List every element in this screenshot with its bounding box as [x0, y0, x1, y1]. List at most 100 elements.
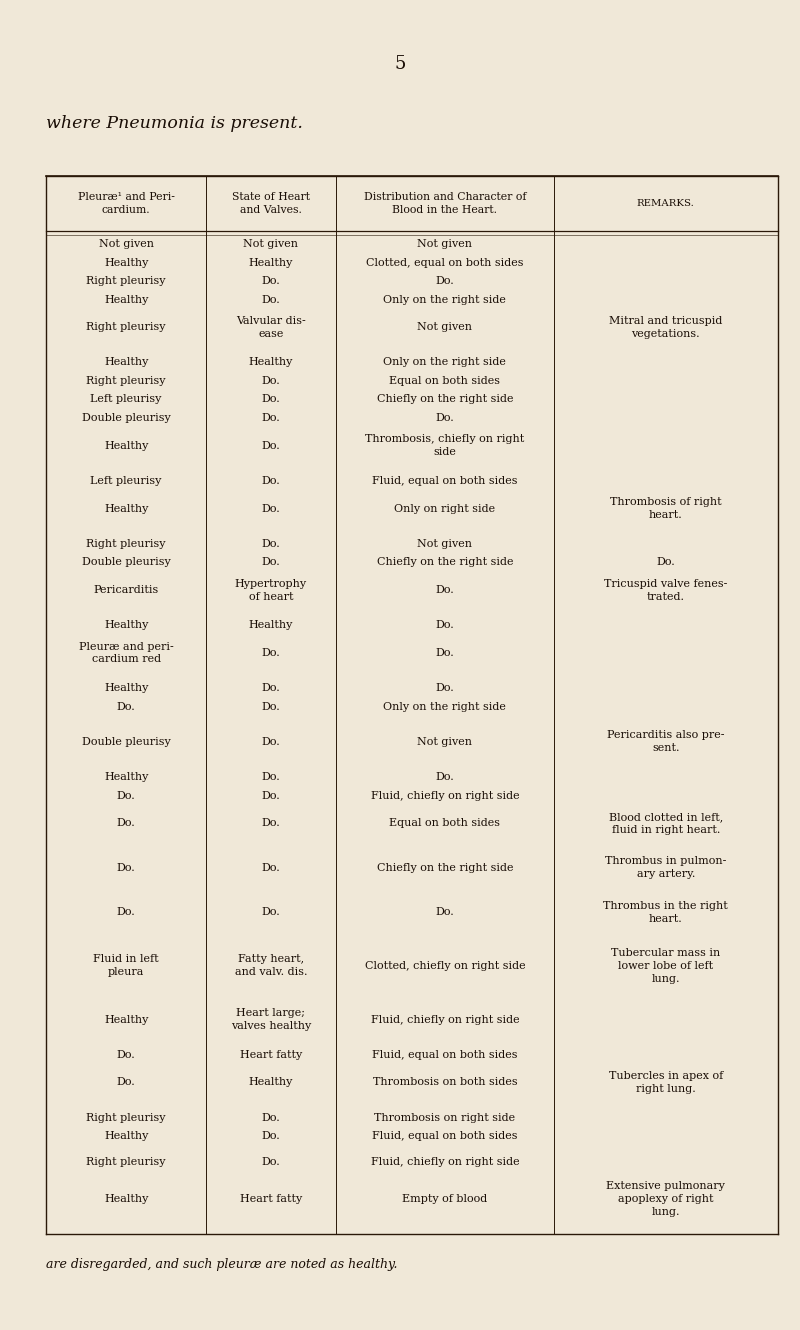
Text: Do.: Do. [262, 294, 280, 305]
Text: Do.: Do. [262, 1130, 280, 1141]
Text: Do.: Do. [435, 648, 454, 658]
Text: Do.: Do. [435, 684, 454, 693]
Text: Fluid, chiefly on right side: Fluid, chiefly on right side [370, 1015, 519, 1024]
Text: Right pleurisy: Right pleurisy [86, 1157, 166, 1166]
Text: Do.: Do. [262, 818, 280, 829]
Text: Do.: Do. [435, 414, 454, 423]
Text: Not given: Not given [418, 737, 473, 747]
Text: Do.: Do. [262, 376, 280, 386]
Text: Only on the right side: Only on the right side [383, 358, 506, 367]
Text: Do.: Do. [262, 414, 280, 423]
Text: Not given: Not given [418, 539, 473, 549]
Text: State of Heart
and Valves.: State of Heart and Valves. [232, 192, 310, 215]
Text: Healthy: Healthy [249, 1077, 293, 1088]
Text: Pleuræ¹ and Peri-
cardium.: Pleuræ¹ and Peri- cardium. [78, 192, 174, 215]
Text: Right pleurisy: Right pleurisy [86, 376, 166, 386]
Text: Do.: Do. [435, 585, 454, 595]
Text: Do.: Do. [262, 863, 280, 872]
Text: Healthy: Healthy [104, 771, 148, 782]
Text: Do.: Do. [262, 737, 280, 747]
Text: Thrombosis, chiefly on right
side: Thrombosis, chiefly on right side [366, 435, 525, 458]
Text: Fatty heart,
and valv. dis.: Fatty heart, and valv. dis. [234, 955, 307, 978]
Text: Do.: Do. [262, 440, 280, 451]
Text: Right pleurisy: Right pleurisy [86, 322, 166, 332]
Text: Double pleurisy: Double pleurisy [82, 737, 170, 747]
Text: Fluid, chiefly on right side: Fluid, chiefly on right side [370, 1157, 519, 1166]
Text: Healthy: Healthy [104, 504, 148, 513]
Text: Blood clotted in left,
fluid in right heart.: Blood clotted in left, fluid in right he… [609, 811, 723, 835]
Text: Heart large;
valves healthy: Heart large; valves healthy [230, 1008, 311, 1031]
Text: Equal on both sides: Equal on both sides [390, 818, 501, 829]
Text: Do.: Do. [117, 1049, 135, 1060]
Text: Do.: Do. [262, 1113, 280, 1123]
Text: Distribution and Character of
Blood in the Heart.: Distribution and Character of Blood in t… [364, 192, 526, 215]
Text: Do.: Do. [262, 504, 280, 513]
Text: Do.: Do. [262, 539, 280, 549]
Text: Healthy: Healthy [249, 258, 293, 267]
Text: Fluid in left
pleura: Fluid in left pleura [94, 955, 159, 978]
Text: Thrombosis of right
heart.: Thrombosis of right heart. [610, 497, 722, 520]
Text: Chiefly on the right side: Chiefly on the right side [377, 863, 513, 872]
Text: Heart fatty: Heart fatty [240, 1194, 302, 1204]
Text: Fluid, equal on both sides: Fluid, equal on both sides [372, 1130, 518, 1141]
Text: Do.: Do. [117, 1077, 135, 1088]
Text: Tubercles in apex of
right lung.: Tubercles in apex of right lung. [609, 1071, 723, 1093]
Text: Healthy: Healthy [104, 1015, 148, 1024]
Text: Do.: Do. [262, 648, 280, 658]
Text: Do.: Do. [262, 277, 280, 286]
Text: Do.: Do. [656, 557, 675, 568]
Text: Heart fatty: Heart fatty [240, 1049, 302, 1060]
Text: Right pleurisy: Right pleurisy [86, 539, 166, 549]
Text: Do.: Do. [262, 702, 280, 712]
Text: Healthy: Healthy [104, 358, 148, 367]
Text: Only on the right side: Only on the right side [383, 294, 506, 305]
Text: Do.: Do. [117, 907, 135, 918]
Text: Not given: Not given [98, 239, 154, 249]
Text: Pleuræ and peri-
cardium red: Pleuræ and peri- cardium red [78, 641, 174, 665]
Text: Pericarditis also pre-
sent.: Pericarditis also pre- sent. [607, 730, 725, 753]
Text: Do.: Do. [262, 771, 280, 782]
Text: Double pleurisy: Double pleurisy [82, 414, 170, 423]
Text: Do.: Do. [435, 771, 454, 782]
Text: Do.: Do. [262, 684, 280, 693]
Text: Tubercular mass in
lower lobe of left
lung.: Tubercular mass in lower lobe of left lu… [611, 948, 720, 984]
Text: Thrombosis on right side: Thrombosis on right side [374, 1113, 515, 1123]
Text: Healthy: Healthy [104, 1194, 148, 1204]
Text: Chiefly on the right side: Chiefly on the right side [377, 395, 513, 404]
Text: Healthy: Healthy [104, 258, 148, 267]
Text: Mitral and tricuspid
vegetations.: Mitral and tricuspid vegetations. [609, 317, 722, 339]
Text: Right pleurisy: Right pleurisy [86, 277, 166, 286]
Text: Do.: Do. [262, 1157, 280, 1166]
Text: Fluid, chiefly on right side: Fluid, chiefly on right side [370, 790, 519, 801]
Text: Do.: Do. [262, 557, 280, 568]
Text: Extensive pulmonary
apoplexy of right
lung.: Extensive pulmonary apoplexy of right lu… [606, 1181, 725, 1217]
Text: Not given: Not given [243, 239, 298, 249]
Text: are disregarded, and such pleuræ are noted as healthy.: are disregarded, and such pleuræ are not… [46, 1258, 398, 1271]
Text: Hypertrophy
of heart: Hypertrophy of heart [235, 579, 307, 601]
Text: Do.: Do. [262, 907, 280, 918]
Text: Valvular dis-
ease: Valvular dis- ease [236, 317, 306, 339]
Text: Do.: Do. [117, 702, 135, 712]
Text: Only on the right side: Only on the right side [383, 702, 506, 712]
Text: Healthy: Healthy [104, 1130, 148, 1141]
Text: Fluid, equal on both sides: Fluid, equal on both sides [372, 476, 518, 485]
Text: Left pleurisy: Left pleurisy [90, 476, 162, 485]
Text: Do.: Do. [117, 790, 135, 801]
Text: Thrombus in pulmon-
ary artery.: Thrombus in pulmon- ary artery. [605, 857, 726, 879]
Text: Healthy: Healthy [104, 440, 148, 451]
Text: Not given: Not given [418, 239, 473, 249]
Text: Healthy: Healthy [104, 620, 148, 630]
Text: Pericarditis: Pericarditis [94, 585, 158, 595]
Text: Thrombus in the right
heart.: Thrombus in the right heart. [603, 900, 728, 923]
Text: Do.: Do. [435, 277, 454, 286]
Text: Clotted, chiefly on right side: Clotted, chiefly on right side [365, 960, 526, 971]
Text: Only on right side: Only on right side [394, 504, 495, 513]
Text: Healthy: Healthy [249, 620, 293, 630]
Text: Clotted, equal on both sides: Clotted, equal on both sides [366, 258, 524, 267]
Text: Do.: Do. [117, 818, 135, 829]
Text: Left pleurisy: Left pleurisy [90, 395, 162, 404]
Text: Do.: Do. [262, 790, 280, 801]
Text: Double pleurisy: Double pleurisy [82, 557, 170, 568]
Text: Thrombosis on both sides: Thrombosis on both sides [373, 1077, 518, 1088]
Text: Tricuspid valve fenes-
trated.: Tricuspid valve fenes- trated. [604, 579, 727, 601]
